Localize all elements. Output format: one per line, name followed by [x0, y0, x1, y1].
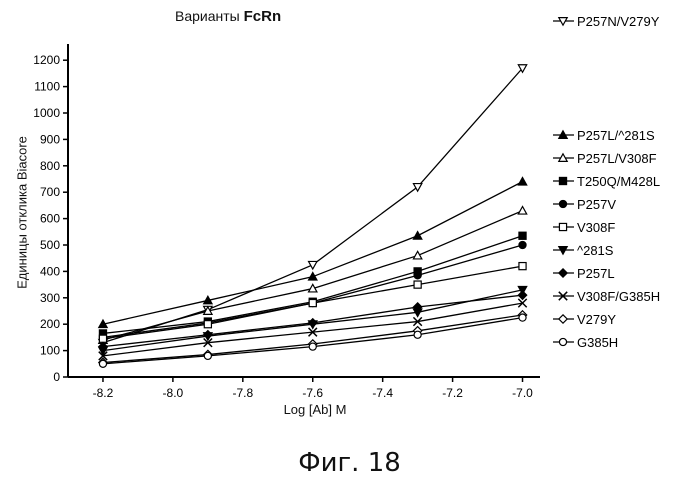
- data-point-g385h: [309, 343, 316, 350]
- legend-label-g385h: G385H: [577, 335, 618, 350]
- y-tick-label: 100: [40, 344, 60, 358]
- x-tick-label: -7.0: [512, 386, 533, 400]
- x-tick-label: -7.6: [302, 386, 323, 400]
- data-point-p257v: [519, 241, 526, 248]
- legend-label-v308f: V308F: [577, 220, 615, 235]
- y-tick-label: 500: [40, 238, 60, 252]
- y-tick-label: 200: [40, 317, 60, 331]
- data-point-v308f: [414, 281, 421, 288]
- legend-label-p257n-v279y: P257N/V279Y: [577, 14, 660, 29]
- y-tick-label: 800: [40, 159, 60, 173]
- y-tick-label: 1000: [33, 106, 60, 120]
- x-tick-label: -7.8: [232, 386, 253, 400]
- y-tick-label: 0: [53, 370, 60, 384]
- chart: Варианты FcRn Единицы отклика Biacore 01…: [0, 0, 699, 440]
- legend-marker-v308f: [559, 223, 566, 230]
- data-point-p257l-281s: [309, 272, 317, 280]
- legend-marker-t250q-m428l: [559, 177, 566, 184]
- legend-label-281s: ^281S: [577, 243, 614, 258]
- data-point-t250q-m428l: [519, 232, 526, 239]
- data-point-p257l-281s: [518, 177, 526, 185]
- data-point-g385h: [414, 331, 421, 338]
- data-point-p257l-281s: [413, 232, 421, 240]
- y-tick-label: 400: [40, 264, 60, 278]
- y-tick-label: 600: [40, 212, 60, 226]
- legend-marker-g385h: [559, 338, 566, 345]
- data-point-g385h: [204, 352, 211, 359]
- y-tick-label: 900: [40, 132, 60, 146]
- data-point-p257n-v279y: [413, 184, 421, 192]
- data-point-p257l: [309, 319, 317, 327]
- legend-marker-p257v: [559, 200, 566, 207]
- legend-marker-p257l: [559, 269, 567, 277]
- x-tick-label: -8.2: [93, 386, 114, 400]
- data-point-v308f: [309, 300, 316, 307]
- data-point-v308f: [99, 335, 106, 342]
- data-point-v308f: [204, 321, 211, 328]
- plot-area: 0 100 200 300 400 500 600 700 800 900 1000 1100 1200…: [0, 0, 699, 440]
- data-point-p257l-v308f: [518, 206, 526, 214]
- x-tick-label: -7.2: [442, 386, 463, 400]
- legend-label-p257l-281s: P257L/^281S: [577, 128, 655, 143]
- data-point-p257l: [204, 331, 212, 339]
- x-axis-label: Log [Ab] M: [240, 402, 390, 417]
- data-point-p257l: [518, 291, 526, 299]
- data-point-g385h: [99, 360, 106, 367]
- legend-label-p257l: P257L: [577, 266, 615, 281]
- legend-label-v279y: V279Y: [577, 312, 616, 327]
- data-point-g385h: [519, 314, 526, 321]
- y-tick-label: 1200: [33, 53, 60, 67]
- y-tick-label: 1100: [34, 80, 60, 94]
- data-point-p257v: [414, 272, 421, 279]
- data-point-p257l-v308f: [413, 251, 421, 259]
- legend-label-t250q-m428l: T250Q/M428L: [577, 174, 660, 189]
- legend-marker-v279y: [559, 315, 567, 323]
- data-point-v308f: [519, 263, 526, 270]
- x-tick-label: -8.0: [163, 386, 184, 400]
- figure-caption: Фиг. 18: [0, 448, 699, 478]
- x-tick-label: -7.4: [372, 386, 393, 400]
- legend-label-p257l-v308f: P257L/V308F: [577, 151, 657, 166]
- y-tick-label: 700: [40, 185, 60, 199]
- legend-label-p257v: P257V: [577, 197, 616, 212]
- y-tick-label: 300: [40, 291, 60, 305]
- legend-label-v308f-g385h: V308F/G385H: [577, 289, 660, 304]
- data-point-p257n-v279y: [309, 261, 317, 269]
